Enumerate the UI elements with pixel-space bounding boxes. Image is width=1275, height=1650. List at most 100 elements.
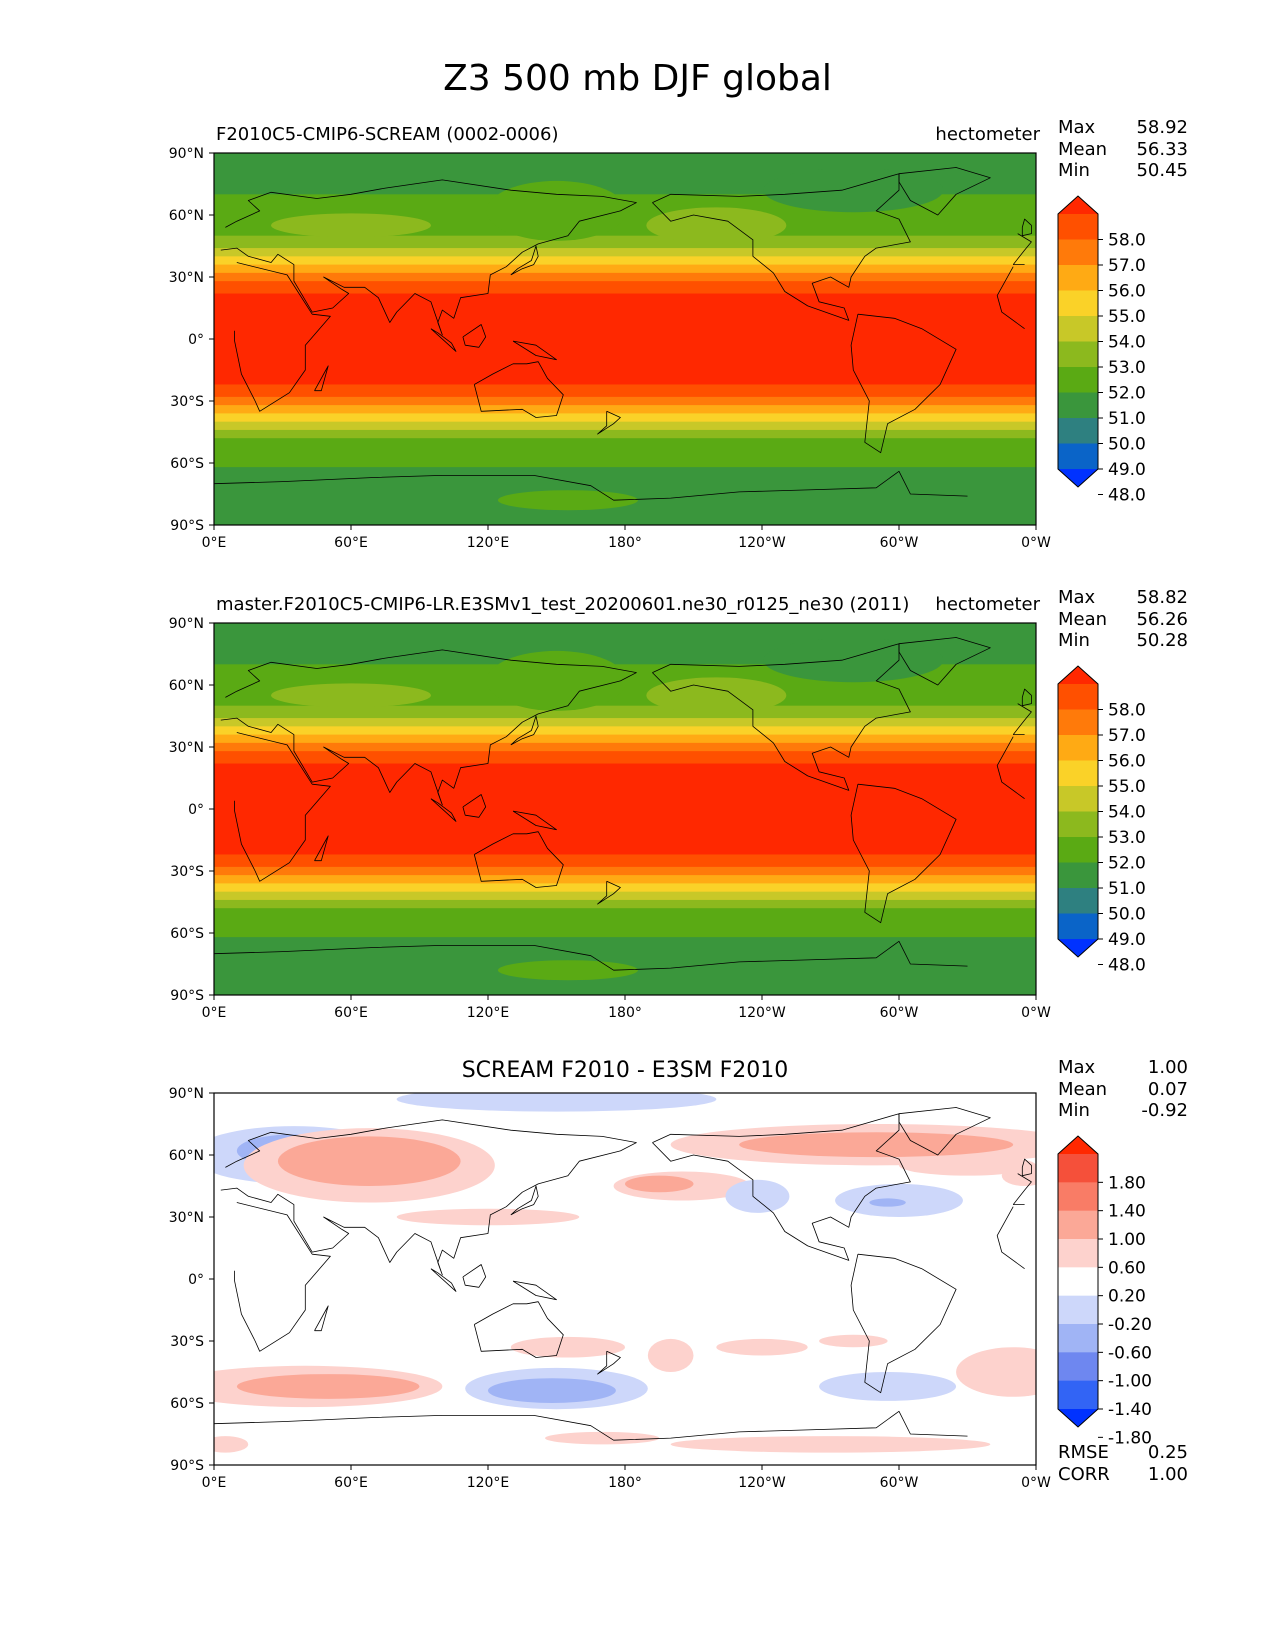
field-band [214, 957, 1036, 963]
colorbar-swatch [1058, 290, 1098, 317]
coastline [597, 1350, 621, 1375]
x-tick-label: 0°E [202, 1475, 227, 1491]
field-band [214, 651, 1036, 657]
field-band [214, 301, 1036, 307]
field-band [214, 755, 1036, 760]
field-band [214, 730, 1036, 736]
x-tick-label: 60°E [334, 1475, 368, 1491]
stat-max: 58.82 [1136, 587, 1188, 608]
field-band [214, 635, 1036, 641]
field-band [214, 446, 1036, 452]
antarctic-feature [497, 490, 638, 511]
ridge-eurasia [271, 683, 431, 708]
field-anomaly-shapes [271, 168, 944, 511]
field-band [214, 367, 1036, 373]
stat-mean: 0.07 [1147, 1078, 1188, 1100]
field-band [214, 326, 1036, 332]
colorbar-tick-label: 0.60 [1108, 1258, 1146, 1278]
map-field [214, 623, 1036, 995]
stats-block: Max 58.92 Mean 56.33 Min 50.45 [1058, 117, 1188, 181]
field-band [214, 421, 1036, 427]
field-band [214, 722, 1036, 727]
field-band [214, 467, 1036, 472]
coastline [1021, 688, 1032, 707]
field-band [214, 252, 1036, 257]
stats-block: Max 1.00 Mean 0.07 Min -0.92 [1058, 1057, 1188, 1121]
colorbar-swatch [1058, 239, 1098, 266]
field-band [214, 227, 1036, 233]
field-band [214, 330, 1036, 336]
colorbar: 58.0 57.0 56.0 55.0 54.0 53.0 52.0 51.0 50.0 49.0… [1057, 195, 1146, 506]
field-band [214, 623, 1036, 628]
colorbar-swatch [1058, 913, 1098, 940]
field-band [214, 912, 1036, 918]
y-tick-label: 60°S [170, 456, 204, 472]
coastline [220, 649, 1032, 806]
y-tick-label: 90°S [170, 518, 204, 534]
colorbar: 58.0 57.0 56.0 55.0 54.0 53.0 52.0 51.0 50.0 49.0… [1057, 665, 1146, 976]
x-tick-label: 120°E [467, 1005, 510, 1021]
coastline [850, 1253, 957, 1394]
coastline [234, 1202, 1025, 1352]
y-tick-label: 30°S [170, 1334, 204, 1350]
stat-min: -0.92 [1141, 1100, 1188, 1121]
blob-southpacific-pos [647, 1338, 694, 1372]
coastline [512, 1280, 557, 1301]
contour-map: 90°N 60°N 30°N 0° 30°S 60°S 90°S0°E 60°E 120°E 18… [169, 616, 1146, 1021]
colorbar-swatch [1058, 1210, 1098, 1240]
y-tick-label: 60°N [169, 208, 204, 224]
x-tick-label: 60°W [880, 1475, 919, 1491]
colorbar-tick-label: 1.80 [1108, 1173, 1146, 1193]
coastline [430, 1268, 457, 1292]
y-tick-label: 30°S [170, 864, 204, 880]
field-band [214, 504, 1036, 510]
field-band [214, 491, 1036, 497]
coastlines [214, 167, 1032, 501]
field-band [214, 908, 1036, 913]
field-band [214, 268, 1036, 274]
coastline [652, 173, 911, 321]
field-band [214, 916, 1036, 922]
coastline [510, 1185, 539, 1216]
field-band [214, 376, 1036, 381]
field-band [214, 454, 1036, 460]
field-band [214, 742, 1036, 748]
blob-drake-neg [819, 1372, 957, 1401]
colorbar-tick-label: 52.0 [1108, 384, 1146, 404]
panel-test: F2010C5-CMIP6-SCREAM (0002-0006) hectome… [0, 0, 1275, 551]
field-band [214, 359, 1036, 365]
blob-siberia-pos-core [277, 1136, 461, 1186]
colorbar-tick-label: 51.0 [1108, 409, 1146, 429]
field-band [214, 177, 1036, 183]
field-band [214, 825, 1036, 831]
field-band [214, 355, 1036, 361]
field-band [214, 763, 1036, 769]
colorbar-tick-label: 50.0 [1108, 905, 1146, 925]
field-band [214, 392, 1036, 398]
field-band [214, 829, 1036, 835]
field-band [214, 689, 1036, 694]
field-band [214, 190, 1036, 195]
blob-china-pos [396, 1208, 580, 1226]
panel-reference: master.F2010C5-CMIP6-LR.E3SMv1_test_2020… [0, 470, 1275, 1021]
field-band [214, 982, 1036, 988]
colorbar-swatch [1058, 214, 1098, 240]
coastline [850, 313, 957, 454]
colorbar-tick-label: 49.0 [1108, 930, 1146, 950]
field-band [214, 945, 1036, 951]
field-band [214, 479, 1036, 485]
field-band [214, 953, 1036, 959]
y-tick-label: 30°N [169, 1210, 204, 1226]
field-band [214, 243, 1036, 249]
coastline [214, 1410, 968, 1441]
field-band [214, 438, 1036, 443]
colorbar-swatch [1058, 1324, 1098, 1353]
field-band [214, 639, 1036, 645]
field-band [214, 401, 1036, 406]
field-bands [214, 153, 1036, 525]
colorbar-swatch [1058, 1267, 1098, 1297]
field-band [214, 879, 1036, 884]
field-band [214, 643, 1036, 649]
coastline [597, 410, 621, 435]
field-band [214, 483, 1036, 489]
